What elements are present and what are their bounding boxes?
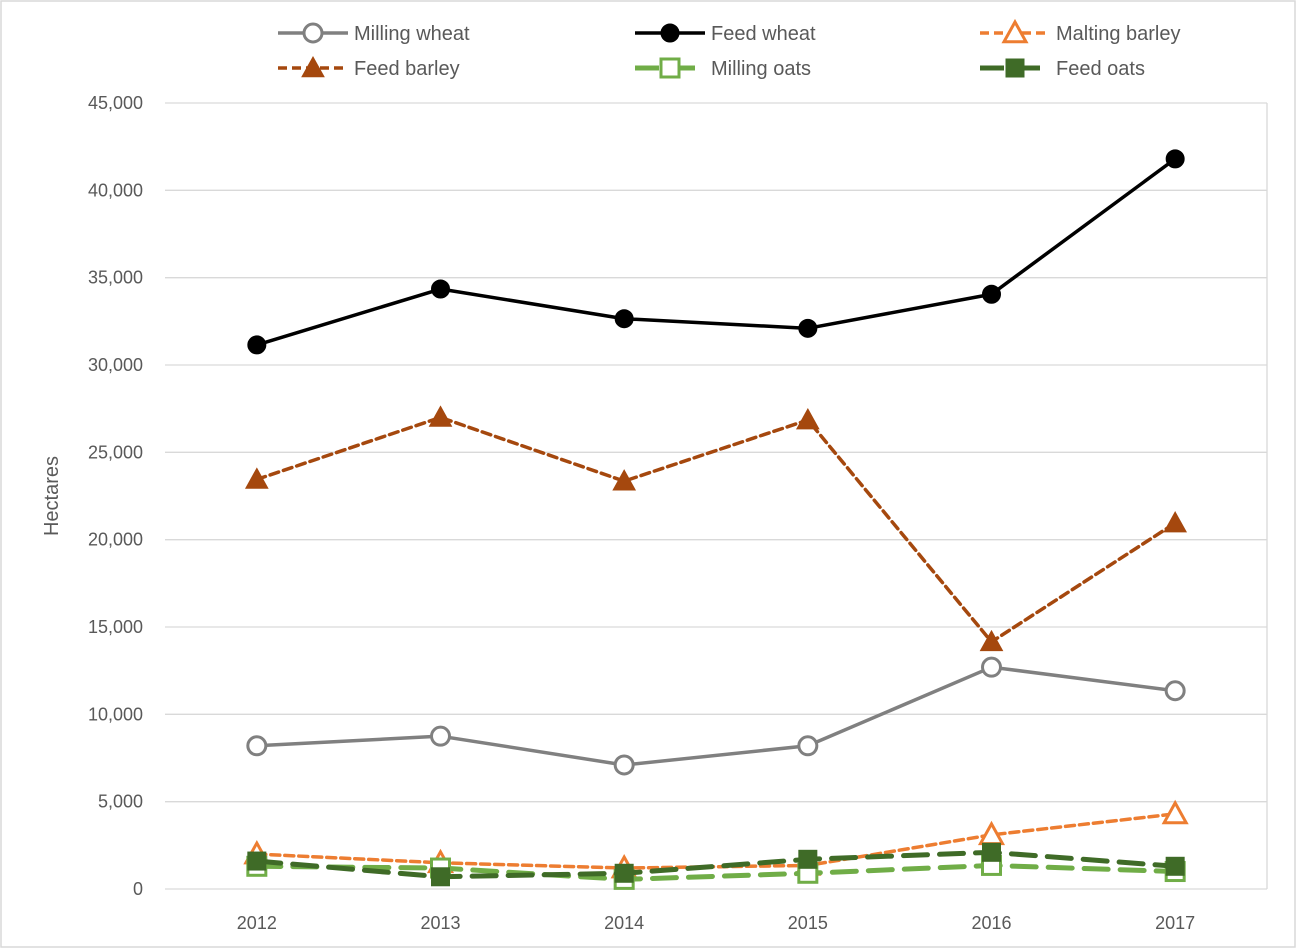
data-point-marker (1163, 511, 1188, 533)
legend-item: Malting barley (980, 18, 1181, 45)
legend-label: Feed oats (1056, 58, 1145, 80)
data-point-marker (979, 629, 1004, 652)
axes: 0 5,000 10,000 15,000 20,000 25,000 30,000 35,0… (41, 93, 1267, 933)
legend-item: Milling wheat (278, 22, 470, 45)
data-point-marker (430, 725, 451, 747)
y-axis-title: Hectares (41, 456, 63, 536)
series-line (255, 157, 1177, 347)
x-tick-label: 2017 (1155, 913, 1195, 933)
legend-item: Feed oats (980, 58, 1145, 80)
x-tick-label: 2015 (788, 913, 828, 933)
data-point-marker (431, 279, 450, 299)
gridlines (165, 102, 1268, 889)
legend-item: Milling oats (635, 57, 811, 80)
data-point-marker (1164, 680, 1186, 702)
y-tick-label: 20,000 (88, 530, 143, 550)
legend-label: Milling wheat (354, 23, 470, 45)
data-point-marker (246, 735, 268, 757)
data-point-marker (982, 842, 1001, 862)
legend-label: Feed barley (354, 58, 460, 80)
y-tick-label: 35,000 (88, 268, 143, 288)
series-line (255, 665, 1177, 767)
y-tick-label: 45,000 (88, 93, 143, 113)
data-point-marker (981, 656, 1002, 678)
series-feed-barley (244, 405, 1188, 652)
legend-item: Feed wheat (635, 23, 816, 45)
y-tick-label: 10,000 (88, 704, 143, 724)
data-point-marker (798, 318, 818, 338)
data-point-marker (660, 23, 680, 43)
data-point-marker (797, 735, 819, 757)
data-point-marker (1165, 856, 1185, 876)
data-point-marker (798, 849, 818, 869)
legend: Milling wheat Feed wheat Malting barley Fee… (278, 18, 1181, 80)
data-point-marker (244, 467, 269, 489)
data-point-marker (795, 407, 820, 430)
data-point-marker (612, 469, 637, 491)
y-tick-label: 30,000 (88, 355, 143, 375)
data-point-marker (1001, 18, 1029, 44)
data-point-marker (613, 754, 635, 776)
series-lines (243, 149, 1189, 890)
data-point-marker (247, 851, 267, 871)
y-tick-label: 0 (133, 879, 143, 899)
data-point-marker (982, 284, 1001, 304)
legend-label: Feed wheat (711, 23, 816, 45)
y-tick-label: 15,000 (88, 617, 143, 637)
data-point-marker (301, 55, 325, 78)
data-point-marker (614, 863, 634, 883)
x-tick-label: 2012 (237, 913, 277, 933)
data-point-marker (1165, 149, 1185, 169)
data-point-marker (247, 335, 267, 355)
y-tick-label: 25,000 (88, 442, 143, 462)
data-point-marker (1161, 799, 1189, 825)
series-line (255, 812, 1177, 870)
data-point-marker (1005, 58, 1025, 78)
series-feed-oats (247, 842, 1185, 887)
data-point-marker (614, 309, 634, 329)
series-milling-wheat (246, 656, 1186, 776)
x-tick-label: 2013 (420, 913, 460, 933)
series-feed-wheat (247, 149, 1185, 355)
data-point-marker (431, 867, 450, 887)
data-point-marker (302, 22, 324, 44)
data-point-marker (428, 405, 453, 427)
y-tick-label: 5,000 (98, 792, 143, 812)
x-tick-label: 2016 (971, 913, 1011, 933)
data-point-marker (659, 57, 681, 79)
legend-label: Malting barley (1056, 23, 1181, 45)
series-line (255, 415, 1177, 644)
y-tick-label: 40,000 (88, 180, 143, 200)
series-line (254, 862, 1178, 882)
legend-label: Milling oats (711, 58, 811, 80)
legend-item: Feed barley (278, 55, 460, 80)
x-tick-label: 2014 (604, 913, 644, 933)
series-line (254, 849, 1178, 880)
